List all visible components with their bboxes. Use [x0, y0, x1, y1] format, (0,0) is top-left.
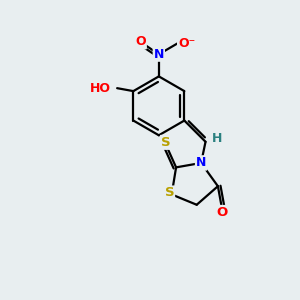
Text: S: S [164, 187, 174, 200]
Text: O: O [135, 35, 146, 48]
Text: O⁻: O⁻ [178, 37, 195, 50]
Text: N: N [196, 157, 206, 169]
Text: N: N [154, 48, 164, 61]
Text: H: H [212, 132, 222, 145]
Text: HO: HO [90, 82, 111, 95]
Text: N: N [196, 157, 206, 169]
Text: S: S [161, 136, 171, 149]
Text: O: O [217, 206, 228, 219]
